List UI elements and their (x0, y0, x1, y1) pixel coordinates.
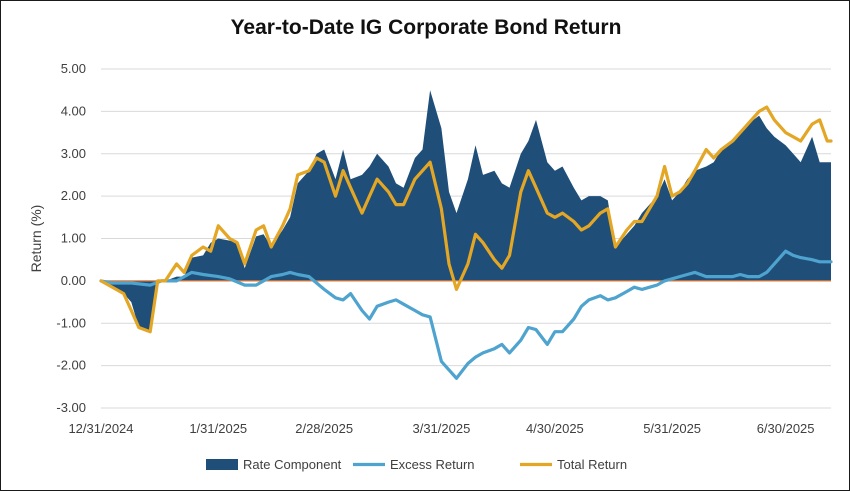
y-tick-label: 5.00 (61, 61, 86, 76)
y-axis-label: Return (%) (28, 205, 44, 273)
total-return-line (99, 105, 833, 334)
y-axis-tick-labels: 5.00 4.00 3.00 2.00 1.00 0.00 -1.00 -2.00 -3.00 (56, 61, 86, 415)
y-tick-label: 0.00 (61, 273, 86, 288)
legend-label-rate-component: Rate Component (243, 457, 342, 472)
y-tick-label: -2.00 (56, 358, 86, 373)
legend: Rate Component Excess Return Total Return (206, 457, 627, 472)
y-tick-label: 1.00 (61, 231, 86, 246)
x-tick-label: 3/31/2025 (412, 421, 470, 436)
x-axis-tick-labels: 12/31/2024 1/31/2025 2/28/2025 3/31/2025 4/3… (68, 421, 814, 436)
rate-component-area (101, 90, 831, 332)
x-tick-label: 2/28/2025 (295, 421, 353, 436)
x-tick-label: 1/31/2025 (189, 421, 247, 436)
excess-return-line (99, 249, 833, 380)
line-series-group (99, 105, 833, 380)
y-tick-label: 2.00 (61, 188, 86, 203)
y-tick-label: -3.00 (56, 400, 86, 415)
x-tick-label: 4/30/2025 (526, 421, 584, 436)
y-tick-label: 3.00 (61, 146, 86, 161)
legend-label-excess-return: Excess Return (390, 457, 475, 472)
x-tick-label: 12/31/2024 (68, 421, 133, 436)
rate-component-area-group (101, 90, 831, 332)
legend-label-total-return: Total Return (557, 457, 627, 472)
chart-title: Year-to-Date IG Corporate Bond Return (230, 16, 622, 39)
x-tick-label: 6/30/2025 (757, 421, 815, 436)
y-tick-label: 4.00 (61, 103, 86, 118)
x-tick-label: 5/31/2025 (643, 421, 701, 436)
legend-swatch-rate-component (206, 459, 238, 470)
y-tick-label: -1.00 (56, 315, 86, 330)
